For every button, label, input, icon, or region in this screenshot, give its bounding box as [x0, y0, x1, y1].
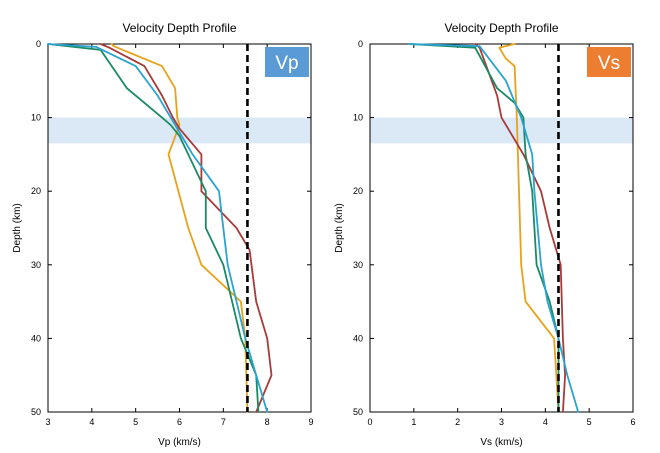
vs-plot-frame — [369, 43, 634, 413]
vp-y-tick-label: 0 — [36, 39, 41, 49]
vp-series-line-3 — [47, 43, 260, 413]
vs-x-tick-label: 4 — [543, 417, 548, 427]
vs-series-line-1 — [498, 43, 560, 413]
vp-series-line-1 — [110, 43, 249, 413]
vs-y-tick-label: 50 — [353, 407, 363, 417]
vs-chart-title: Velocity Depth Profile — [444, 21, 558, 35]
vp-x-tick-label: 3 — [45, 417, 50, 427]
vs-series-line-4 — [408, 43, 580, 413]
vs-shaded-band — [370, 117, 633, 144]
vs-y-tick-label: 30 — [353, 260, 363, 270]
vp-x-axis-label: Vp (km/s) — [158, 437, 201, 448]
vp-badge-label: Vp — [275, 53, 298, 74]
vs-x-tick-label: 0 — [367, 417, 372, 427]
vs-x-tick-label: 6 — [630, 417, 635, 427]
vp-y-tick-label: 10 — [31, 113, 41, 123]
vp-y-tick-label: 30 — [31, 260, 41, 270]
vp-plot-frame — [47, 43, 312, 413]
vs-y-tick-label: 0 — [358, 39, 363, 49]
vp-panel: 3 4 5 6 7 8 9 0 10 20 30 40 50 Velocity Depth Profile… — [12, 21, 314, 448]
vp-x-tick-label: 9 — [308, 417, 313, 427]
vs-badge-label: Vs — [598, 53, 620, 74]
vp-y-axis-label: Depth (km) — [12, 203, 23, 252]
vp-y-tick-label: 40 — [31, 333, 41, 343]
vs-y-tick-label: 40 — [353, 333, 363, 343]
vs-y-axis-label: Depth (km) — [334, 203, 345, 252]
vs-series-line-3 — [408, 43, 560, 413]
vp-badge — [265, 47, 309, 77]
vs-series-line-2 — [474, 43, 566, 413]
vp-x-tick-label: 8 — [265, 417, 270, 427]
vp-x-tick-label: 5 — [133, 417, 138, 427]
vs-x-axis-label: Vs (km/s) — [480, 437, 522, 448]
vp-y-tick-label: 20 — [31, 186, 41, 196]
vp-shaded-band — [48, 117, 311, 144]
vp-y-tick-label: 50 — [31, 407, 41, 417]
vp-x-tick-label: 7 — [221, 417, 226, 427]
vp-x-tick-label: 6 — [177, 417, 182, 427]
vs-x-tick-label: 1 — [411, 417, 416, 427]
vp-series-line-2 — [99, 43, 273, 413]
vs-badge — [587, 47, 631, 77]
vs-x-tick-label: 2 — [455, 417, 460, 427]
vs-x-tick-label: 3 — [499, 417, 504, 427]
vs-y-tick-label: 10 — [353, 113, 363, 123]
vp-chart-title: Velocity Depth Profile — [122, 21, 236, 35]
vs-y-tick-label: 20 — [353, 186, 363, 196]
vs-x-tick-label: 5 — [587, 417, 592, 427]
vs-panel: 0 1 2 3 4 5 6 0 10 20 30 40 50 Velocity Depth Profile… — [334, 21, 636, 448]
vp-series-line-4 — [47, 43, 269, 413]
vp-x-tick-label: 4 — [89, 417, 94, 427]
